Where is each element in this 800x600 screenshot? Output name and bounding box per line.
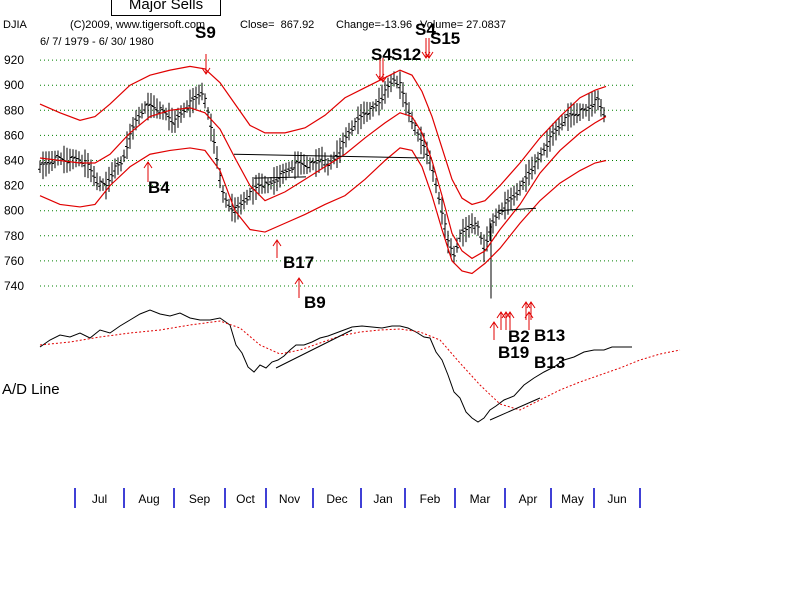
y-tick-label: 740 xyxy=(4,279,24,293)
trendline xyxy=(497,207,537,212)
signal-label: B4 xyxy=(148,178,170,197)
y-tick-label: 820 xyxy=(4,179,24,193)
ad-trendline xyxy=(489,397,541,421)
signal-label: S4 xyxy=(371,45,392,64)
x-tick-label: Aug xyxy=(138,492,159,506)
trendline xyxy=(253,176,307,179)
close-value: Close= 867.92 xyxy=(240,19,315,31)
ad-line-label: A/D Line xyxy=(2,381,60,398)
y-tick-label: 760 xyxy=(4,254,24,268)
signal-arrow-head xyxy=(526,301,536,309)
y-tick-label: 840 xyxy=(4,154,24,168)
x-tick-label: Nov xyxy=(279,492,300,506)
y-tick-label: 800 xyxy=(4,204,24,218)
signal-label: B19 xyxy=(498,343,529,362)
upper-band-line xyxy=(39,65,607,206)
y-tick-label: 860 xyxy=(4,128,24,142)
y-tick-label: 780 xyxy=(4,229,24,243)
signal-label: S15 xyxy=(430,29,460,48)
signal-arrow-head xyxy=(496,311,506,319)
date-range: 6/ 7/ 1979 - 6/ 30/ 1980 xyxy=(40,36,154,48)
signal-arrow-head xyxy=(424,51,434,59)
signal-arrow-head xyxy=(201,67,211,75)
signal-label: B13 xyxy=(534,353,565,372)
signal-label: S4 xyxy=(415,20,436,39)
signal-arrow-head xyxy=(378,75,388,83)
change-value: Change=-13.96 xyxy=(336,19,413,31)
signal-label: B13 xyxy=(534,326,565,345)
x-tick-label: Jun xyxy=(607,492,626,506)
trendline xyxy=(233,153,425,159)
signal-arrow-head xyxy=(143,161,153,169)
ad-line xyxy=(39,309,632,423)
x-tick-label: Apr xyxy=(519,492,538,506)
x-tick-label: Jul xyxy=(92,492,107,506)
signal-arrow-head xyxy=(489,321,499,329)
x-tick-label: Mar xyxy=(470,492,491,506)
x-tick-label: Feb xyxy=(420,492,441,506)
x-tick-label: Oct xyxy=(236,492,255,506)
signal-label: S12 xyxy=(391,45,421,64)
ad-moving-average xyxy=(39,320,681,411)
middle-band-line xyxy=(39,107,607,260)
y-tick-label: 900 xyxy=(4,78,24,92)
signal-label: B9 xyxy=(304,293,326,312)
x-tick-label: Dec xyxy=(326,492,347,506)
volume-value: Volume= 27.0837 xyxy=(420,19,506,31)
y-tick-label: 880 xyxy=(4,103,24,117)
signal-arrow-head xyxy=(505,311,515,319)
copyright-label: (C)2009, www.tigersoft.com xyxy=(70,19,206,31)
signal-arrow-head xyxy=(272,239,282,247)
lower-band-line xyxy=(39,147,607,275)
x-tick-label: May xyxy=(561,492,584,506)
signal-arrow-head xyxy=(294,277,304,285)
ticker-label: DJIA xyxy=(3,19,27,31)
ad-trendline xyxy=(275,329,353,369)
x-tick-label: Jan xyxy=(373,492,392,506)
signal-label: B17 xyxy=(283,253,314,272)
major-sells-button[interactable]: Major Sells xyxy=(111,0,221,16)
y-tick-label: 920 xyxy=(4,53,24,67)
x-tick-label: Sep xyxy=(189,492,211,506)
signal-label: B2 xyxy=(508,327,530,346)
signal-label: S9 xyxy=(195,23,216,42)
